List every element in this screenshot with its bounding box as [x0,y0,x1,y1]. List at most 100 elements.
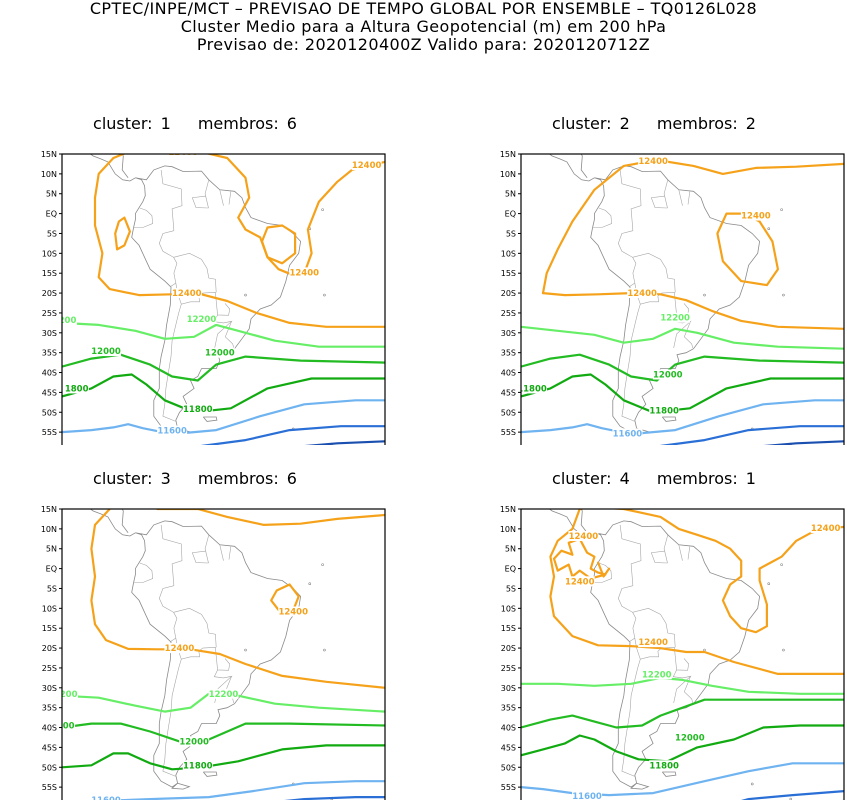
contour-12400 [578,509,844,634]
island-2 [601,496,608,498]
country-border [158,585,178,642]
lat-label: 20S [42,289,57,298]
map-frame [61,153,386,445]
lat-label: 5N [505,190,516,199]
contour-label: 12000 [653,371,683,381]
map-layer: 12400 12400 2200 12200 000 12000 11800 11600 [57,509,385,800]
south-america-coast [131,520,302,788]
contour-12000 [521,353,844,382]
membros-number: 2 [745,114,756,133]
country-border [619,524,642,586]
country-border [650,550,668,564]
contour-label-bg [638,156,669,167]
country-border [619,169,642,231]
island-1 [615,135,637,144]
panel-title: cluster: 3 membros: 6 [0,470,390,488]
lat-label: 35S [501,704,516,713]
country-border [158,230,178,287]
contour-12400 [549,509,844,675]
contour-label: 12000 [205,349,235,359]
contour-label-bg [521,383,548,394]
contour-label: 12400 [278,608,308,618]
contour-12400 [260,224,297,265]
contour-11600 [521,762,844,797]
island-3 [202,771,218,777]
lat-label: 55S [501,428,516,437]
lat-label: 50S [42,408,57,417]
contour-label: 12400 [569,532,599,542]
country-border [592,562,613,583]
lat-label: 55S [501,783,516,792]
central-america-coast-north [121,509,129,534]
contour-11400 [284,796,385,800]
lat-label: 50S [501,763,516,772]
contour-label: 11800 [183,405,213,415]
small-island [782,648,785,652]
country-border [632,252,676,293]
lat-label: 45S [42,743,57,752]
country-border [228,191,232,205]
lat-label: EQ [505,210,516,219]
lat-label: EQ [46,210,57,219]
small-island [767,582,771,585]
contour-label-bg [91,346,122,357]
lat-label: 5S [506,229,516,238]
lat-label: 50S [42,763,57,772]
country-border [224,321,235,348]
cluster-label: cluster: [552,469,612,488]
lat-label: 25S [501,309,516,318]
map-panel-2: 12400 12400 12400 12200 12000 11800 11800 11600… [500,135,845,445]
south-america-coast [590,520,761,788]
lat-label: 35S [501,349,516,358]
central-america-coast-north [580,509,588,534]
lat-label: 5N [505,545,516,554]
lat-label: 15S [501,269,516,278]
contour-label: 000 [57,722,75,732]
contour-12400 [541,292,844,330]
contour-label: 12000 [91,347,121,357]
small-island [323,293,326,297]
contour-12400 [93,156,385,328]
contour-label: 12000 [675,733,705,743]
lat-label: 10S [501,604,516,613]
map-panel-1: 12400 12400 12400 12400 200 12200 12000 12000 18… [41,150,386,445]
lat-label: 20S [501,289,516,298]
membros-label: membros: [656,469,738,488]
country-border [634,638,662,660]
country-border [650,195,668,209]
lat-label: EQ [505,565,516,574]
lat-label: 15N [41,150,57,159]
lat-label: 10S [42,249,57,258]
country-border [173,607,217,648]
cluster-number: 2 [619,114,630,133]
contour-11800 [62,744,385,771]
small-island [244,648,247,652]
country-border [133,207,154,228]
country-border [678,189,683,206]
contour-12400 [114,216,131,251]
lat-label: 20S [501,644,516,653]
contour-label: 11800 [649,406,679,416]
lat-label: 50S [501,408,516,417]
country-border [592,207,613,228]
country-border [678,544,683,561]
lat-label: 10N [500,170,516,179]
contour-label: 12400 [352,161,382,171]
contour-label-bg [157,425,188,436]
contour-label: 11600 [91,796,121,800]
contour-label-bg [627,288,658,299]
map-layer: 12400 12400 12400 12400 12200 12000 11800 11600 [521,490,844,800]
contour-label: 200 [59,316,77,326]
membros-label: membros: [197,114,279,133]
country-border [621,304,641,422]
island-3 [202,416,218,422]
island-2 [601,141,608,143]
lat-label: 55S [42,428,57,437]
country-border [162,659,182,777]
lat-label: 25S [42,309,57,318]
contour-label-bg [810,523,841,534]
country-border [202,646,231,671]
central-america-coast [89,154,136,182]
contour-12400 [597,561,611,578]
island-1 [615,490,637,499]
